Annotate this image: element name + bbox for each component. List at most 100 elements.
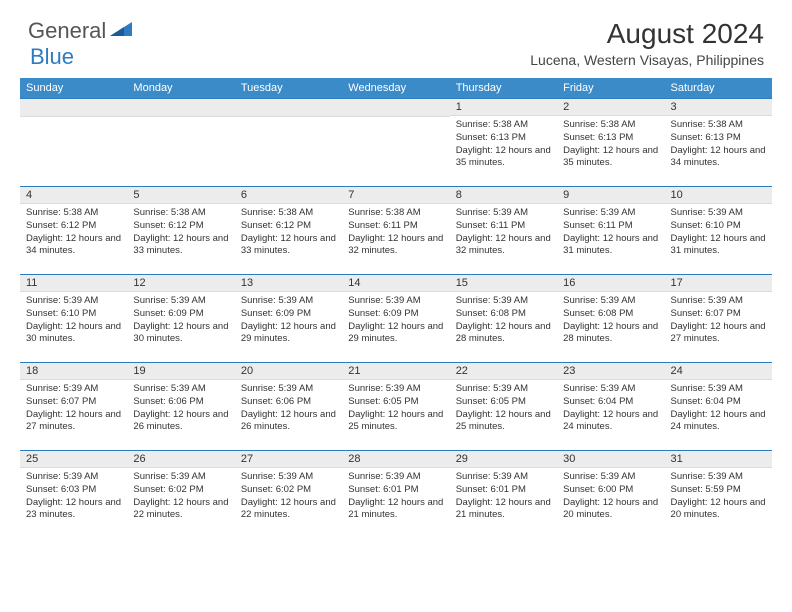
calendar-day-cell: 28Sunrise: 5:39 AMSunset: 6:01 PMDayligh… (342, 451, 449, 539)
day-number: 17 (665, 275, 772, 292)
weekday-header: Tuesday (235, 78, 342, 99)
day-number: 31 (665, 451, 772, 468)
day-number: 27 (235, 451, 342, 468)
day-number: 1 (450, 99, 557, 116)
calendar-day-cell (127, 99, 234, 187)
day-data: Sunrise: 5:39 AMSunset: 6:01 PMDaylight:… (342, 468, 449, 525)
calendar-day-cell: 9Sunrise: 5:39 AMSunset: 6:11 PMDaylight… (557, 187, 664, 275)
day-number: 24 (665, 363, 772, 380)
calendar-day-cell: 27Sunrise: 5:39 AMSunset: 6:02 PMDayligh… (235, 451, 342, 539)
logo: General (28, 18, 134, 44)
day-number: 20 (235, 363, 342, 380)
calendar-day-cell: 14Sunrise: 5:39 AMSunset: 6:09 PMDayligh… (342, 275, 449, 363)
day-data: Sunrise: 5:39 AMSunset: 6:05 PMDaylight:… (342, 380, 449, 437)
day-number: 4 (20, 187, 127, 204)
calendar-day-cell: 7Sunrise: 5:38 AMSunset: 6:11 PMDaylight… (342, 187, 449, 275)
day-number: 28 (342, 451, 449, 468)
day-data: Sunrise: 5:39 AMSunset: 6:06 PMDaylight:… (235, 380, 342, 437)
calendar-day-cell (342, 99, 449, 187)
calendar-day-cell: 24Sunrise: 5:39 AMSunset: 6:04 PMDayligh… (665, 363, 772, 451)
day-data: Sunrise: 5:39 AMSunset: 5:59 PMDaylight:… (665, 468, 772, 525)
calendar-day-cell: 18Sunrise: 5:39 AMSunset: 6:07 PMDayligh… (20, 363, 127, 451)
day-number: 29 (450, 451, 557, 468)
day-number: 9 (557, 187, 664, 204)
calendar-week-row: 4Sunrise: 5:38 AMSunset: 6:12 PMDaylight… (20, 187, 772, 275)
calendar-day-cell: 1Sunrise: 5:38 AMSunset: 6:13 PMDaylight… (450, 99, 557, 187)
calendar-day-cell: 21Sunrise: 5:39 AMSunset: 6:05 PMDayligh… (342, 363, 449, 451)
calendar-day-cell: 25Sunrise: 5:39 AMSunset: 6:03 PMDayligh… (20, 451, 127, 539)
calendar-day-cell: 26Sunrise: 5:39 AMSunset: 6:02 PMDayligh… (127, 451, 234, 539)
calendar-day-cell: 22Sunrise: 5:39 AMSunset: 6:05 PMDayligh… (450, 363, 557, 451)
day-number: 14 (342, 275, 449, 292)
empty-day (20, 99, 127, 117)
day-number: 6 (235, 187, 342, 204)
calendar-day-cell: 15Sunrise: 5:39 AMSunset: 6:08 PMDayligh… (450, 275, 557, 363)
day-data: Sunrise: 5:39 AMSunset: 6:00 PMDaylight:… (557, 468, 664, 525)
day-data: Sunrise: 5:39 AMSunset: 6:10 PMDaylight:… (665, 204, 772, 261)
day-data: Sunrise: 5:38 AMSunset: 6:13 PMDaylight:… (557, 116, 664, 173)
calendar-day-cell: 19Sunrise: 5:39 AMSunset: 6:06 PMDayligh… (127, 363, 234, 451)
calendar-head: SundayMondayTuesdayWednesdayThursdayFrid… (20, 78, 772, 99)
day-data: Sunrise: 5:39 AMSunset: 6:09 PMDaylight:… (342, 292, 449, 349)
calendar-day-cell: 20Sunrise: 5:39 AMSunset: 6:06 PMDayligh… (235, 363, 342, 451)
day-number: 15 (450, 275, 557, 292)
header: General August 2024 Lucena, Western Visa… (0, 0, 792, 68)
calendar-week-row: 25Sunrise: 5:39 AMSunset: 6:03 PMDayligh… (20, 451, 772, 539)
calendar-day-cell: 3Sunrise: 5:38 AMSunset: 6:13 PMDaylight… (665, 99, 772, 187)
day-data: Sunrise: 5:39 AMSunset: 6:04 PMDaylight:… (557, 380, 664, 437)
day-data: Sunrise: 5:38 AMSunset: 6:12 PMDaylight:… (235, 204, 342, 261)
day-data: Sunrise: 5:39 AMSunset: 6:06 PMDaylight:… (127, 380, 234, 437)
day-number: 23 (557, 363, 664, 380)
calendar-day-cell: 5Sunrise: 5:38 AMSunset: 6:12 PMDaylight… (127, 187, 234, 275)
day-data: Sunrise: 5:39 AMSunset: 6:02 PMDaylight:… (235, 468, 342, 525)
day-data: Sunrise: 5:39 AMSunset: 6:07 PMDaylight:… (665, 292, 772, 349)
weekday-header: Friday (557, 78, 664, 99)
calendar-week-row: 11Sunrise: 5:39 AMSunset: 6:10 PMDayligh… (20, 275, 772, 363)
empty-day (235, 99, 342, 117)
calendar-body: 1Sunrise: 5:38 AMSunset: 6:13 PMDaylight… (20, 99, 772, 539)
day-number: 5 (127, 187, 234, 204)
day-number: 25 (20, 451, 127, 468)
day-number: 21 (342, 363, 449, 380)
day-data: Sunrise: 5:39 AMSunset: 6:11 PMDaylight:… (557, 204, 664, 261)
day-number: 8 (450, 187, 557, 204)
day-number: 22 (450, 363, 557, 380)
day-number: 2 (557, 99, 664, 116)
day-data: Sunrise: 5:39 AMSunset: 6:08 PMDaylight:… (450, 292, 557, 349)
day-data: Sunrise: 5:38 AMSunset: 6:13 PMDaylight:… (665, 116, 772, 173)
day-data: Sunrise: 5:39 AMSunset: 6:03 PMDaylight:… (20, 468, 127, 525)
day-data: Sunrise: 5:39 AMSunset: 6:02 PMDaylight:… (127, 468, 234, 525)
day-number: 3 (665, 99, 772, 116)
day-number: 26 (127, 451, 234, 468)
day-number: 11 (20, 275, 127, 292)
day-data: Sunrise: 5:38 AMSunset: 6:12 PMDaylight:… (20, 204, 127, 261)
title-block: August 2024 Lucena, Western Visayas, Phi… (530, 18, 764, 68)
weekday-header: Thursday (450, 78, 557, 99)
calendar-day-cell (20, 99, 127, 187)
day-number: 12 (127, 275, 234, 292)
day-data: Sunrise: 5:39 AMSunset: 6:11 PMDaylight:… (450, 204, 557, 261)
empty-day (127, 99, 234, 117)
day-data: Sunrise: 5:39 AMSunset: 6:09 PMDaylight:… (127, 292, 234, 349)
weekday-header: Saturday (665, 78, 772, 99)
calendar-day-cell (235, 99, 342, 187)
calendar-day-cell: 13Sunrise: 5:39 AMSunset: 6:09 PMDayligh… (235, 275, 342, 363)
weekday-header: Monday (127, 78, 234, 99)
day-data: Sunrise: 5:38 AMSunset: 6:11 PMDaylight:… (342, 204, 449, 261)
calendar-day-cell: 16Sunrise: 5:39 AMSunset: 6:08 PMDayligh… (557, 275, 664, 363)
calendar-week-row: 18Sunrise: 5:39 AMSunset: 6:07 PMDayligh… (20, 363, 772, 451)
calendar-day-cell: 29Sunrise: 5:39 AMSunset: 6:01 PMDayligh… (450, 451, 557, 539)
day-number: 13 (235, 275, 342, 292)
day-number: 10 (665, 187, 772, 204)
day-number: 18 (20, 363, 127, 380)
day-data: Sunrise: 5:39 AMSunset: 6:08 PMDaylight:… (557, 292, 664, 349)
calendar-day-cell: 12Sunrise: 5:39 AMSunset: 6:09 PMDayligh… (127, 275, 234, 363)
empty-day (342, 99, 449, 117)
calendar-day-cell: 4Sunrise: 5:38 AMSunset: 6:12 PMDaylight… (20, 187, 127, 275)
calendar-day-cell: 2Sunrise: 5:38 AMSunset: 6:13 PMDaylight… (557, 99, 664, 187)
calendar-day-cell: 6Sunrise: 5:38 AMSunset: 6:12 PMDaylight… (235, 187, 342, 275)
logo-text-general: General (28, 18, 106, 44)
day-data: Sunrise: 5:39 AMSunset: 6:09 PMDaylight:… (235, 292, 342, 349)
logo-text-blue: Blue (30, 44, 74, 69)
logo-triangle-icon (110, 20, 132, 43)
